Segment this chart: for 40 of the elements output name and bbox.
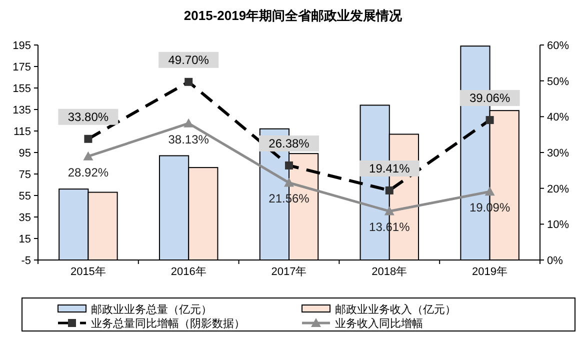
data-label: 39.06%: [469, 91, 510, 106]
legend-label: 邮政业业务总量（亿元）: [91, 303, 212, 316]
y-tick-label: 135: [12, 104, 31, 116]
point: [83, 151, 94, 160]
y-tick-label: 95: [18, 148, 31, 160]
y2-tick-label: 10%: [547, 219, 570, 232]
x-tick-label: 2016年: [170, 266, 206, 278]
y2-tick-label: 0%: [547, 255, 564, 267]
y-tick-label: 195: [12, 40, 31, 52]
y-tick-label: -5: [21, 255, 31, 267]
legend-label: 邮政业业务收入（亿元）: [335, 303, 456, 316]
legend-label: 业务收入同比增幅: [335, 317, 423, 330]
data-label: 28.92%: [68, 165, 109, 180]
point: [384, 206, 394, 216]
y-tick-label: 35: [18, 212, 31, 224]
x-tick-label: 2017年: [271, 266, 307, 278]
data-label: 38.13%: [168, 132, 210, 146]
y2-tick-label: 50%: [547, 76, 570, 88]
x-tick-label: 2019年: [472, 266, 508, 278]
y-tick-label: 175: [12, 62, 31, 74]
point: [184, 118, 194, 128]
y2-tick-label: 30%: [547, 148, 570, 160]
y-tick-label: 75: [18, 169, 31, 181]
y-tick-label: 115: [13, 126, 31, 138]
y2-tick-label: 20%: [547, 183, 570, 196]
x-tick-label: 2015年: [70, 266, 106, 278]
chart-title: 2015-2019年期间全省邮政业发展情况: [184, 8, 404, 23]
data-label: 19.41%: [369, 161, 410, 176]
data-label: 33.80%: [68, 110, 109, 124]
legend-label: 业务总量同比增幅（阴影数据）: [91, 317, 245, 330]
data-label: 26.38%: [268, 136, 310, 150]
point: [484, 186, 495, 196]
y2-tick-label: 60%: [547, 40, 570, 52]
y-tick-label: 15: [18, 234, 31, 246]
y2-tick-label: 40%: [547, 112, 570, 124]
y-tick-label: 155: [12, 83, 31, 95]
y-tick-label: 55: [18, 190, 31, 202]
data-label: 49.70%: [168, 52, 210, 67]
point: [284, 178, 294, 187]
x-tick-label: 2018年: [372, 266, 408, 278]
